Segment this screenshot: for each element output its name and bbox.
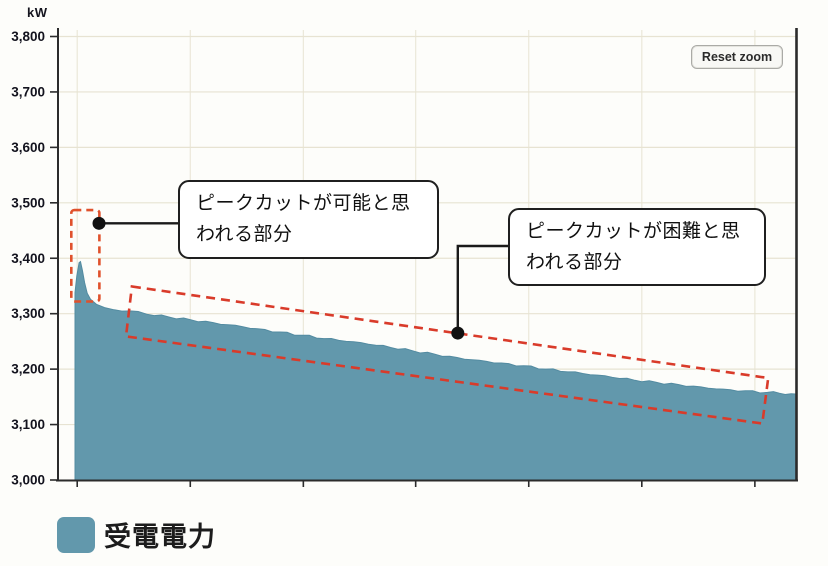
y-axis-tick-label: 3,100: [11, 417, 45, 432]
y-axis-labels: 3,000 3,100 3,200 3,300 3,400 3,500 3,600 3,700…: [11, 29, 45, 488]
annotation-connectors: [92, 216, 508, 340]
y-axis-tick-label: 3,200: [11, 362, 45, 377]
callout-peak-cut-difficult-label: ピークカットが困難と思われる部分: [526, 221, 741, 273]
highlight-region-peak-cut-possible: [70, 208, 101, 303]
annotation-dot-difficult: [451, 326, 465, 340]
reset-zoom-button[interactable]: Reset zoom: [691, 45, 783, 69]
callout-peak-cut-possible: ピークカットが可能と思われる部分: [178, 180, 439, 259]
axes: [50, 28, 798, 487]
callout-peak-cut-possible-label: ピークカットが可能と思われる部分: [196, 193, 411, 245]
y-axis-tick-label: 3,000: [11, 473, 45, 488]
y-axis-tick-label: 3,500: [11, 195, 45, 210]
legend-item-received-power[interactable]: 受電電力: [57, 515, 216, 554]
y-axis-tick-label: 3,600: [11, 140, 45, 155]
legend-label: 受電電力: [104, 522, 216, 552]
y-axis-tick-label: 3,300: [11, 306, 45, 321]
highlight-regions: [70, 208, 770, 425]
y-axis-unit-label: kW: [27, 5, 48, 20]
area-series-received-power: [74, 260, 798, 481]
annotation-dot-possible: [92, 216, 106, 230]
y-axis-tick-label: 3,400: [11, 251, 45, 266]
callout-peak-cut-difficult: ピークカットが困難と思われる部分: [508, 208, 766, 286]
y-axis-tick-label: 3,800: [11, 29, 45, 44]
highlight-region-peak-cut-difficult: [124, 285, 770, 425]
legend-swatch: [57, 516, 95, 553]
y-axis-tick-label: 3,700: [11, 84, 45, 99]
